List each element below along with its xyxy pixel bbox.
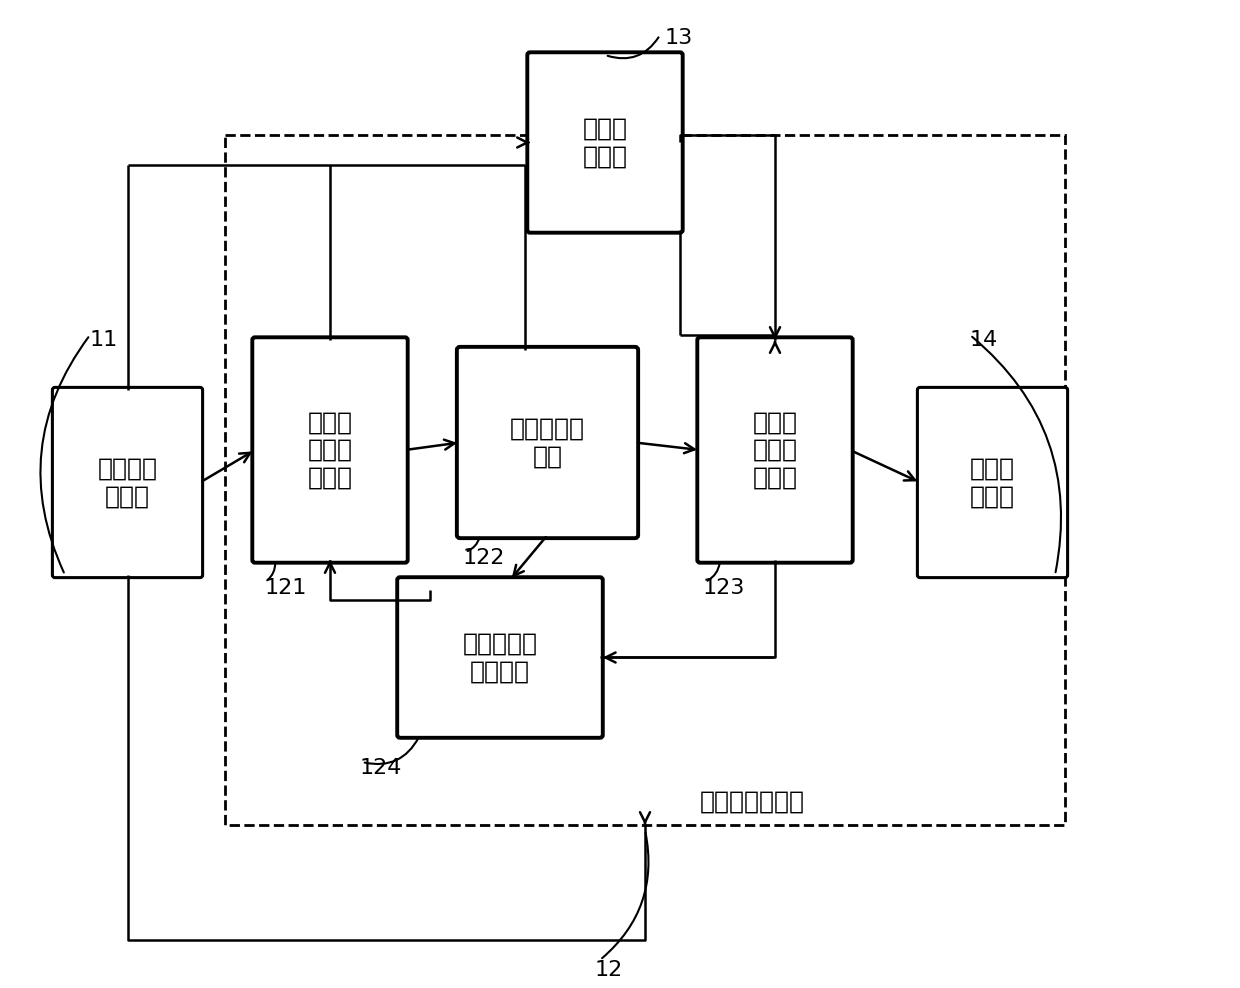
FancyBboxPatch shape: [697, 337, 853, 563]
FancyBboxPatch shape: [456, 347, 639, 538]
Text: 目标存
储单元: 目标存 储单元: [583, 117, 627, 168]
FancyBboxPatch shape: [52, 387, 202, 578]
FancyBboxPatch shape: [918, 387, 1068, 578]
Text: 122: 122: [463, 548, 506, 568]
Text: 流水线判断
单元: 流水线判断 单元: [510, 417, 585, 468]
Text: 流水线调
度模块: 流水线调 度模块: [98, 456, 157, 509]
FancyBboxPatch shape: [397, 577, 603, 738]
Text: 123: 123: [703, 578, 745, 598]
Text: 流水线
前级处
理单元: 流水线 前级处 理单元: [308, 410, 352, 490]
Text: 12: 12: [595, 960, 624, 980]
Text: 流水线处理模块: 流水线处理模块: [701, 790, 805, 814]
FancyBboxPatch shape: [527, 52, 683, 233]
Text: 报文调
度模块: 报文调 度模块: [970, 456, 1016, 509]
Bar: [224, 135, 1065, 825]
Text: 流水线
后级处
理单元: 流水线 后级处 理单元: [753, 410, 797, 490]
Text: 14: 14: [970, 330, 998, 350]
Text: 121: 121: [265, 578, 308, 598]
Text: 11: 11: [91, 330, 118, 350]
FancyBboxPatch shape: [252, 337, 408, 563]
Text: 13: 13: [665, 28, 693, 48]
Text: 解耦合报文
存取单元: 解耦合报文 存取单元: [463, 631, 537, 684]
Text: 124: 124: [360, 758, 402, 778]
